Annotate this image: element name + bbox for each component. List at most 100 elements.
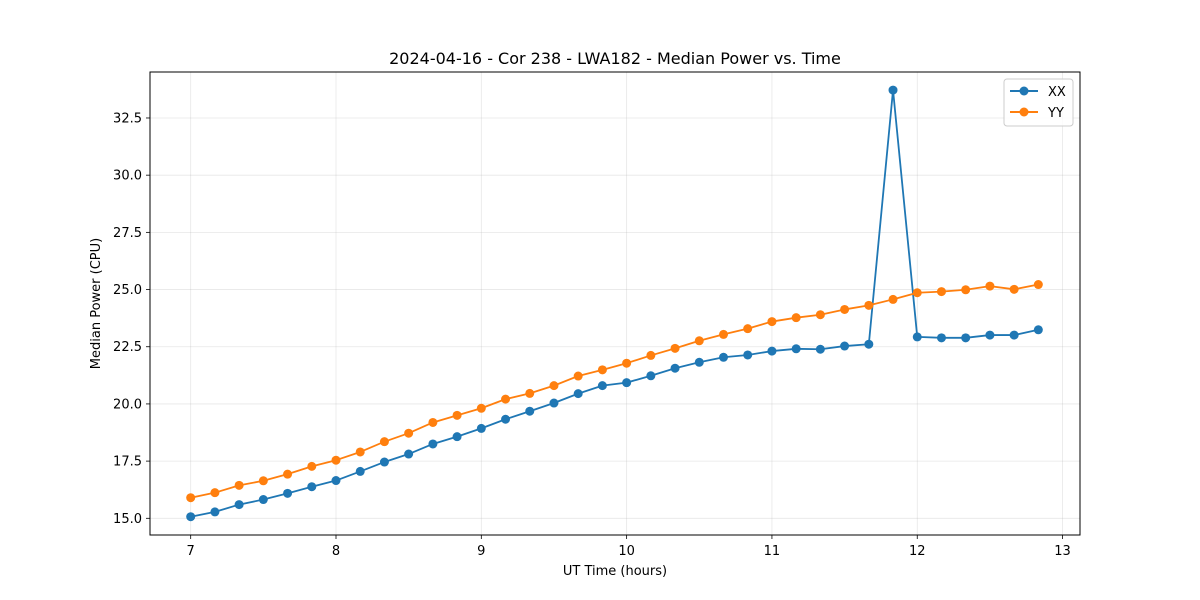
data-point-xx [1009,330,1019,340]
legend-marker-yy [1019,107,1029,117]
x-tick-label: 7 [187,544,195,559]
data-point-yy [743,324,753,334]
data-point-yy [767,317,777,327]
x-axis-label: UT Time (hours) [563,564,667,579]
data-point-xx [961,333,971,343]
data-point-xx [404,449,414,459]
data-point-xx [597,381,607,391]
x-axis-ticks: 7 8 9 10 11 12 13 [187,535,1071,559]
data-point-yy [1033,280,1043,290]
y-tick-label: 20.0 [113,397,142,412]
data-point-xx [646,371,656,381]
data-point-xx [743,350,753,360]
data-point-yy [428,417,438,427]
data-point-xx [549,398,559,408]
y-tick-label: 30.0 [113,169,142,184]
grid [150,72,1080,535]
y-tick-label: 15.0 [113,512,142,527]
data-point-yy [694,336,704,346]
x-tick-label: 13 [1054,544,1071,559]
data-point-xx [719,352,729,362]
data-point-yy [525,388,535,398]
y-tick-label: 25.0 [113,283,142,298]
data-point-yy [573,371,583,381]
y-axis-label: Median Power (CPU) [89,238,104,369]
x-tick-label: 12 [909,544,926,559]
legend-marker-xx [1019,86,1029,96]
data-point-xx [912,332,922,342]
data-point-xx [670,363,680,373]
legend: XX YY [1003,78,1074,127]
data-point-xx [985,330,995,340]
data-point-xx [476,423,486,433]
data-point-xx [234,500,244,510]
y-tick-label: 22.5 [113,340,142,355]
data-point-xx [791,344,801,354]
x-tick-label: 8 [332,544,340,559]
legend-label-yy: YY [1047,106,1064,121]
data-point-yy [646,350,656,360]
data-point-xx [815,344,825,354]
data-point-yy [912,288,922,298]
data-point-yy [815,310,825,320]
data-point-yy [622,358,632,368]
data-point-yy [283,469,293,479]
data-point-xx [331,476,341,486]
data-point-yy [670,343,680,353]
data-point-xx [428,439,438,449]
data-point-yy [1009,284,1019,294]
data-point-yy [355,447,365,457]
x-tick-label: 11 [764,544,781,559]
data-point-xx [307,482,317,492]
data-point-yy [210,488,220,498]
data-point-yy [719,329,729,339]
x-tick-label: 9 [477,544,485,559]
data-point-yy [936,287,946,297]
data-point-yy [961,285,971,295]
chart-title: 2024-04-16 - Cor 238 - LWA182 - Median P… [389,49,841,68]
data-point-xx [622,378,632,388]
data-point-yy [840,304,850,314]
data-point-yy [791,313,801,323]
data-point-yy [234,480,244,490]
data-point-yy [258,476,268,486]
data-point-yy [404,428,414,438]
data-point-xx [525,406,535,416]
data-point-yy [307,461,317,471]
data-point-yy [597,365,607,375]
legend-label-xx: XX [1048,85,1066,100]
data-point-yy [501,394,511,404]
data-point-yy [985,281,995,291]
data-point-yy [549,381,559,391]
data-point-xx [258,495,268,505]
data-point-xx [210,507,220,517]
data-point-xx [840,341,850,351]
data-point-yy [331,455,341,465]
data-point-xx [501,414,511,424]
y-axis-ticks: 15.0 17.5 20.0 22.5 25.0 27.5 30.0 32.5 [113,111,150,527]
data-point-yy [452,410,462,420]
y-tick-label: 27.5 [113,226,142,241]
data-point-xx [452,432,462,442]
data-point-xx [936,333,946,343]
data-point-xx [767,346,777,356]
data-point-xx [283,488,293,498]
data-point-xx [379,457,389,467]
data-point-yy [888,294,898,304]
y-tick-label: 17.5 [113,455,142,470]
x-tick-label: 10 [618,544,635,559]
data-point-xx [355,466,365,476]
data-point-xx [573,389,583,399]
data-point-xx [864,339,874,349]
data-point-yy [186,493,196,503]
y-tick-label: 32.5 [113,111,142,126]
data-point-xx [186,512,196,522]
data-point-yy [476,403,486,413]
data-point-xx [694,357,704,367]
data-point-xx [888,85,898,95]
data-point-xx [1033,325,1043,335]
series-layer [186,85,1043,522]
